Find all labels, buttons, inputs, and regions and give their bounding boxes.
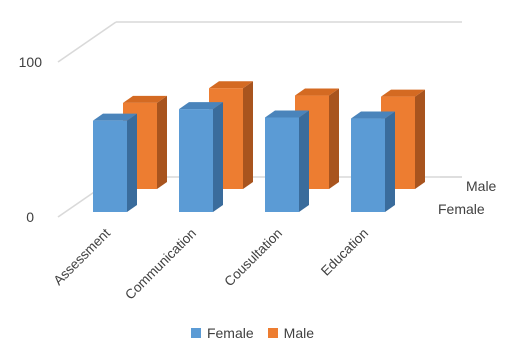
x-tick-label-2: Cousultation	[221, 226, 285, 290]
legend-swatch-female	[190, 328, 201, 338]
bar-female-2	[265, 110, 309, 212]
bar-male-3-side	[415, 89, 425, 189]
bar-female-1-front	[179, 109, 213, 212]
bar-female-1-side	[213, 102, 223, 212]
bar-female-3	[351, 111, 395, 212]
x-tick-label-1: Communication	[122, 226, 199, 303]
bar-female-0-top	[93, 113, 137, 121]
bar-female-3-side	[385, 111, 395, 212]
bar-male-0-top	[123, 95, 167, 103]
bar-male-0-side	[157, 95, 167, 189]
legend-label-male: Male	[283, 325, 315, 341]
y-tick-100: 100	[19, 54, 43, 70]
bar-male-2-top	[295, 88, 339, 96]
bar-female-1	[179, 102, 223, 212]
x-tick-label-0: Assessment	[51, 225, 114, 288]
bar-female-2-top	[265, 110, 309, 118]
depth-label-male: Male	[466, 178, 497, 194]
gridline-100-left	[57, 21, 117, 63]
x-tick-label-3: Education	[318, 226, 371, 279]
bar-male-2-side	[329, 88, 339, 189]
bar-female-0	[93, 113, 137, 212]
depth-label-female: Female	[438, 201, 485, 217]
y-tick-0: 0	[26, 209, 34, 225]
bar-female-3-front	[351, 118, 385, 212]
bar-female-2-front	[265, 117, 299, 212]
bar-male-1-side	[243, 81, 253, 189]
legend-item-female: Female	[190, 325, 254, 341]
legend-label-female: Female	[206, 325, 254, 341]
bar-male-3-top	[381, 89, 425, 97]
bar-female-0-side	[127, 113, 137, 212]
bar-female-2-side	[299, 110, 309, 212]
legend: Female Male	[0, 322, 505, 344]
legend-swatch-male	[267, 328, 278, 338]
bar-female-0-front	[93, 120, 127, 212]
bar-female-3-top	[351, 111, 395, 119]
bar-male-1-top	[209, 81, 253, 89]
bars	[93, 81, 425, 212]
legend-item-male: Male	[267, 325, 315, 341]
bar-female-1-top	[179, 102, 223, 110]
